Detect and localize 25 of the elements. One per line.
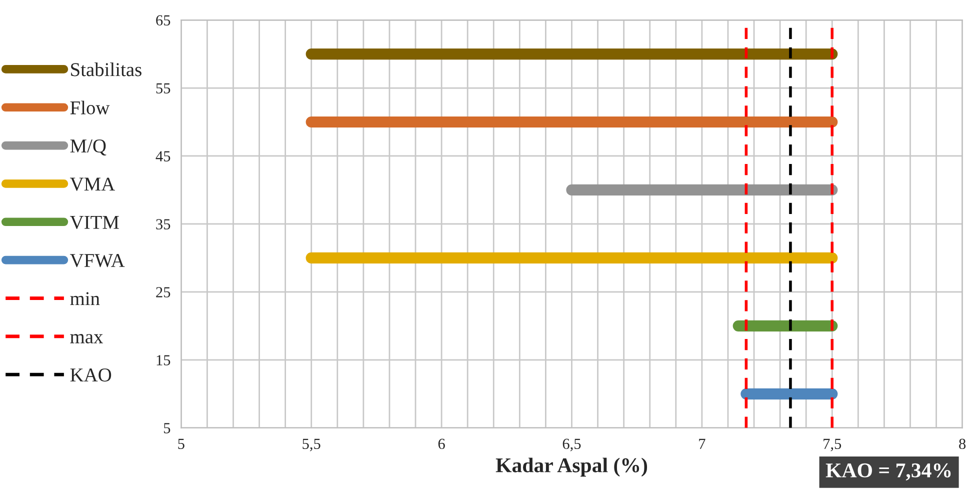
legend-label: M/Q [70,139,106,156]
x-tick-label: 8 [959,438,966,450]
x-tick-label: 7 [699,438,706,449]
x-tick-label: 6 [438,438,445,450]
y-tick-label: 45 [156,151,170,162]
legend-label: Flow [70,100,110,114]
legend-label: max [70,334,104,344]
y-tick-label: 35 [156,219,170,230]
text: KAO = 7,34% [826,463,951,480]
x-axis-title: Kadar Aspal (%) [496,458,648,477]
y-tick-label: 65 [156,15,170,26]
legend-label: VMA [70,178,115,191]
legend-label: min [70,292,100,306]
x-tick-label: 5,5 [302,438,320,452]
x-tick-label: 6,5 [562,438,581,452]
legend-label: VFWA [70,254,125,268]
x-tick-label: 5 [178,438,184,450]
y-tick-label: 55 [156,83,170,94]
y-tick-label: 15 [156,355,170,366]
y-tick-label: 25 [156,287,170,298]
legend-label: VITM [70,216,119,229]
legend-label: Stabilitas [71,62,142,76]
legend-label: KAO [70,368,112,382]
x-tick-label: 7,5 [824,438,842,452]
y-tick-label: 5 [164,423,170,434]
